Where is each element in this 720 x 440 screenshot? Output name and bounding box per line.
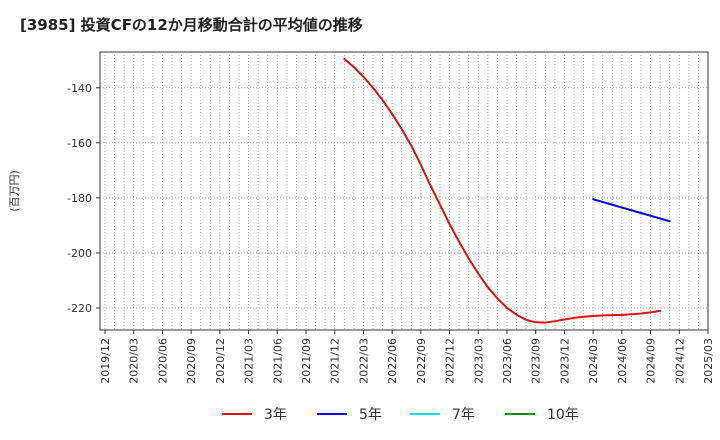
x-tick-label: 2024/03 [587, 338, 600, 384]
x-tick-label: 2024/09 [645, 338, 658, 384]
x-tick-label: 2020/12 [214, 338, 227, 384]
series-line-1 [592, 198, 671, 223]
x-tick-label: 2023/06 [501, 338, 514, 384]
series-line-0 [343, 57, 662, 324]
plot-area [99, 51, 709, 331]
x-tick-label: 2020/09 [185, 338, 198, 384]
x-tick-label: 2023/03 [472, 338, 485, 384]
legend-label-3: 10年 [547, 407, 579, 423]
chart-title: [3985] 投資CFの12か月移動合計の平均値の推移 [20, 16, 363, 34]
x-tick-label: 2021/03 [243, 338, 256, 384]
y-tick-label: -160 [67, 137, 92, 150]
x-tick-label: 2023/09 [530, 338, 543, 384]
legend-label-1: 5年 [359, 407, 382, 423]
x-tick-label: 2022/09 [415, 338, 428, 384]
x-tick-label: 2019/12 [99, 338, 112, 384]
y-tick-label: -140 [67, 82, 92, 95]
x-tick-label: 2021/09 [300, 338, 313, 384]
y-tick-label: -200 [67, 247, 92, 260]
x-tick-label: 2022/12 [444, 338, 457, 384]
x-tick-label: 2021/06 [271, 338, 284, 384]
legend-label-2: 7年 [452, 407, 475, 423]
x-tick-label: 2020/06 [156, 338, 169, 384]
y-axis-label: (百万円) [8, 170, 21, 212]
x-tick-label: 2025/03 [702, 338, 715, 384]
x-tick-label: 2024/06 [616, 338, 629, 384]
y-tick-label: -180 [67, 192, 92, 205]
x-tick-label: 2023/12 [558, 338, 571, 384]
x-tick-label: 2021/12 [329, 338, 342, 384]
y-tick-label: -220 [67, 302, 92, 315]
x-tick-label: 2022/06 [386, 338, 399, 384]
x-tick-label: 2022/03 [357, 338, 370, 384]
x-tick-label: 2020/03 [128, 338, 141, 384]
x-tick-label: 2024/12 [673, 338, 686, 384]
legend-label-0: 3年 [264, 407, 287, 423]
